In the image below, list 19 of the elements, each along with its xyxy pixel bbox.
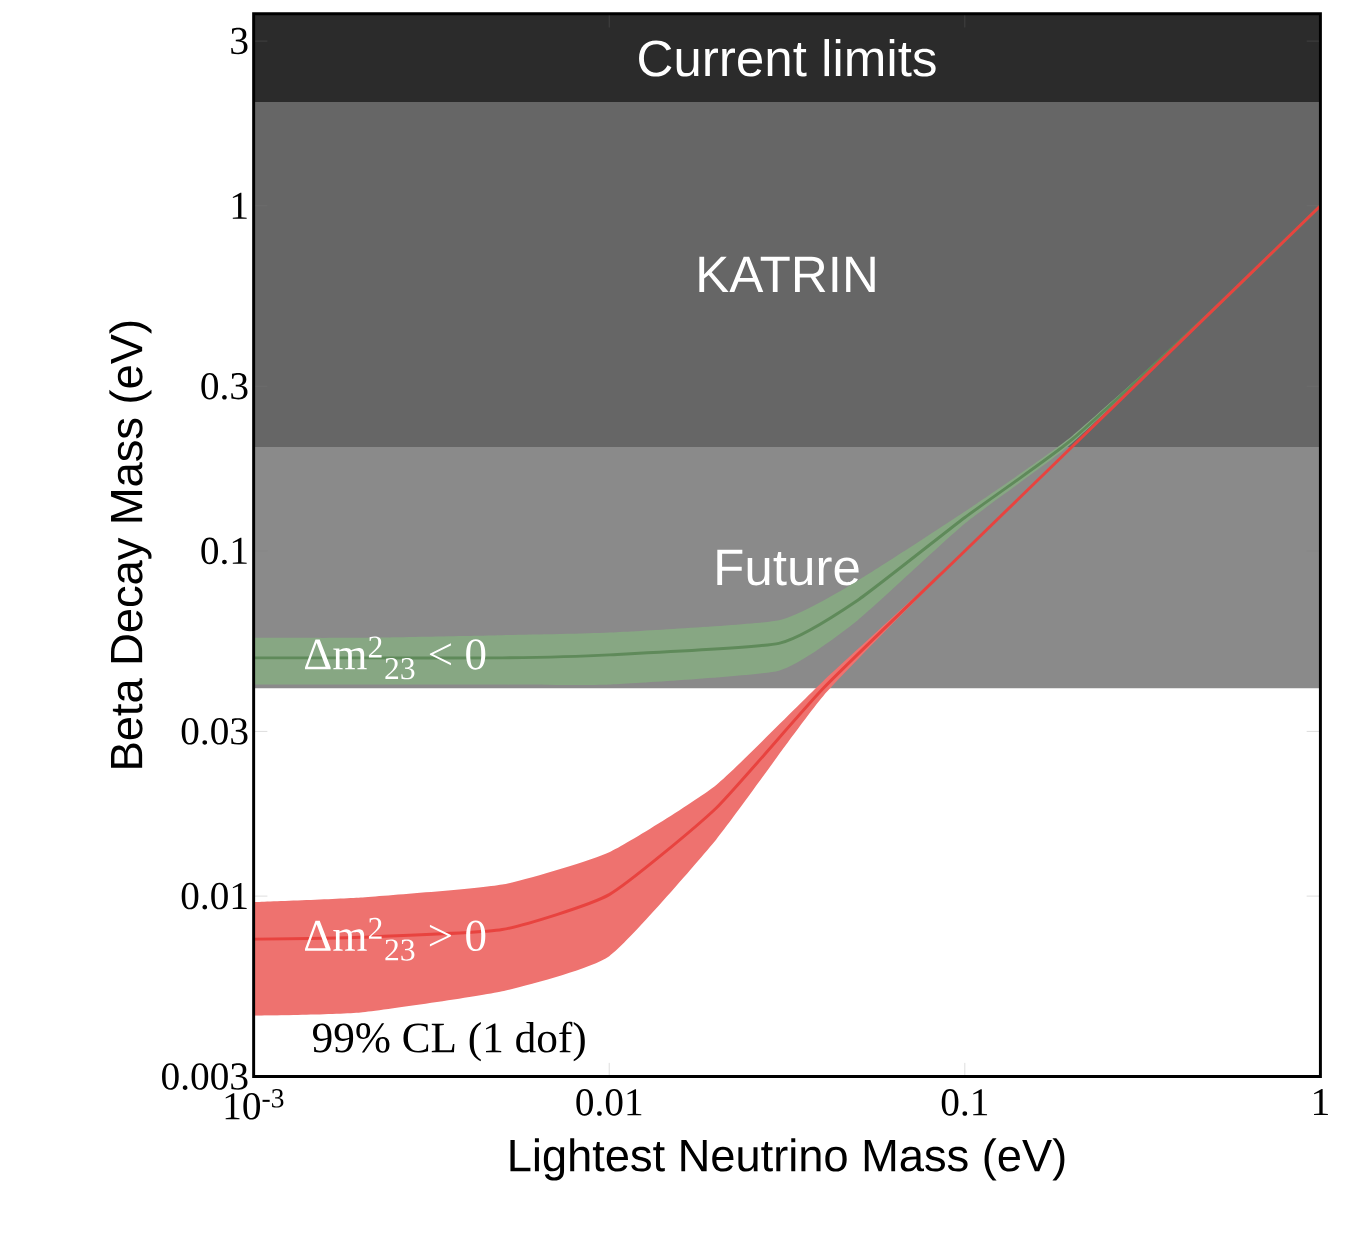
annotation: Δm$^{2}$$_{23}$ < 0 — [304, 636, 486, 680]
x-tick-label: 10$^{-3}$ — [225, 1089, 284, 1120]
y-tick-label: 0.1 — [201, 537, 247, 565]
band-label: Future — [717, 550, 859, 586]
y-axis-title: Beta Decay Mass (eV) — [109, 322, 152, 768]
x-tick-label: 1 — [1314, 1089, 1328, 1116]
y-tick-label: 0.03 — [181, 718, 248, 745]
y-tick-label: 0.01 — [181, 882, 247, 910]
y-tick-label: 1 — [232, 192, 247, 219]
band-label: KATRIN — [699, 257, 875, 293]
band-label: Current limits — [639, 39, 936, 77]
annotation: 99% CL (1 dof) — [313, 1021, 585, 1062]
x-tick-label: 0.01 — [576, 1089, 642, 1116]
x-axis-title: Lightest Neutrino Mass (eV) — [510, 1138, 1065, 1181]
x-tick-label: 0.1 — [941, 1089, 988, 1116]
y-tick-label: 0.003 — [162, 1063, 248, 1091]
y-tick-label: 3 — [231, 28, 248, 55]
annotation: Δm$^{2}$$_{23}$ > 0 — [304, 918, 486, 961]
y-tick-label: 0.3 — [201, 373, 248, 400]
